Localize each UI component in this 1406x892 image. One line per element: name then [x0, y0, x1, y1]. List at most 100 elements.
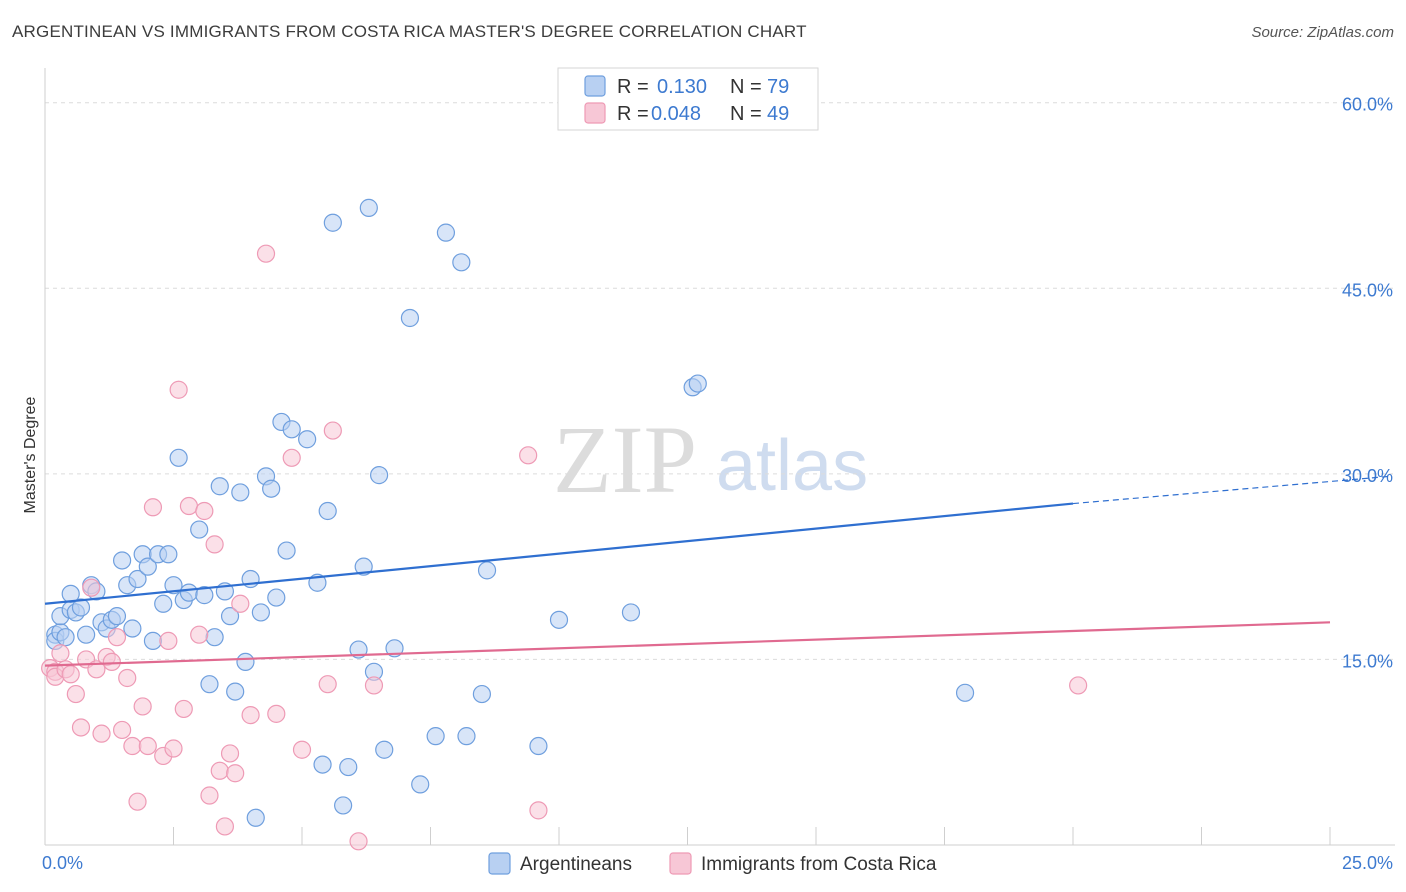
data-point — [164, 739, 183, 758]
data-point — [318, 501, 337, 521]
y-tick-label: 45.0% — [1342, 280, 1393, 300]
data-point — [1069, 676, 1088, 695]
data-point — [282, 420, 301, 439]
data-point — [277, 541, 296, 560]
series-legend: Argentineans Immigrants from Costa Rica — [488, 852, 937, 875]
data-point — [246, 808, 265, 827]
legend-swatch-costa-rica — [584, 102, 606, 124]
data-point — [472, 684, 491, 704]
data-point — [102, 652, 121, 672]
data-point — [143, 631, 163, 650]
data-point — [220, 607, 240, 626]
x-tick-label: 0.0% — [42, 853, 83, 873]
data-point — [190, 520, 209, 539]
data-point — [128, 569, 147, 589]
data-point — [169, 448, 188, 467]
data-point — [92, 724, 111, 743]
bottom-legend-swatch-costa-rica — [669, 852, 692, 875]
data-point — [400, 308, 420, 328]
data-point — [370, 466, 389, 485]
watermark-zip: ZIP — [553, 406, 697, 513]
data-point — [112, 720, 132, 740]
chart-source: Source: ZipAtlas.com — [1251, 24, 1394, 41]
data-point — [688, 374, 707, 393]
data-point — [179, 496, 199, 516]
data-point — [323, 213, 342, 232]
data-point — [71, 598, 91, 617]
bottom-legend-swatch-argentineans — [488, 852, 511, 875]
data-point — [298, 430, 317, 449]
data-point — [251, 603, 270, 622]
data-point — [154, 594, 173, 613]
data-point — [292, 740, 312, 759]
trend-line-0 — [44, 502, 1074, 605]
data-point — [323, 421, 342, 440]
data-point — [190, 625, 209, 644]
legend-n-label-0: N = — [730, 76, 762, 98]
data-point — [349, 832, 368, 851]
data-point — [169, 380, 188, 399]
data-point — [179, 583, 199, 602]
data-point — [313, 755, 332, 774]
data-point — [436, 223, 456, 242]
data-point — [107, 628, 127, 647]
y-tick-label: 60.0% — [1342, 95, 1393, 115]
data-point — [174, 699, 193, 719]
bottom-legend-label-costa-rica: Immigrants from Costa Rica — [701, 854, 937, 875]
data-point — [138, 557, 157, 576]
trend-line-extension-0 — [1072, 475, 1391, 505]
data-point — [215, 817, 234, 836]
y-axis-label: Master's Degree — [22, 396, 39, 513]
data-point — [529, 736, 548, 756]
legend-r-value-1: 0.048 — [651, 103, 701, 125]
data-point — [262, 479, 281, 498]
data-point — [123, 619, 142, 638]
data-point — [354, 557, 373, 576]
data-point — [164, 576, 183, 595]
data-point — [123, 736, 142, 756]
data-point — [200, 675, 219, 694]
legend-n-value-1: 49 — [767, 103, 789, 125]
data-point — [51, 644, 70, 663]
data-point — [339, 757, 358, 777]
chart-title: ARGENTINEAN VS IMMIGRANTS FROM COSTA RIC… — [12, 22, 807, 41]
data-point — [267, 588, 286, 607]
legend-r-value-0: 0.130 — [657, 76, 707, 98]
y-tick-label: 15.0% — [1342, 651, 1393, 671]
trend-lines — [44, 475, 1391, 667]
data-point — [411, 775, 430, 794]
axes — [44, 68, 1395, 846]
data-point — [77, 625, 96, 644]
data-point — [359, 198, 378, 217]
data-point — [349, 640, 368, 659]
data-point — [210, 761, 229, 780]
data-point — [385, 639, 404, 658]
data-point — [375, 740, 394, 759]
legend-n-value-0: 79 — [767, 76, 789, 98]
data-point — [200, 786, 219, 805]
data-point — [477, 561, 497, 580]
data-point — [118, 668, 137, 688]
bottom-legend-label-argentineans: Argentineans — [520, 854, 632, 875]
data-point — [159, 631, 178, 650]
data-point — [61, 665, 80, 684]
data-point — [529, 801, 548, 820]
series-costa-rica-points — [41, 244, 1088, 851]
legend-r-label-1: R = — [617, 103, 649, 125]
data-point — [56, 628, 75, 647]
data-point — [138, 736, 157, 756]
data-point — [457, 727, 476, 746]
legend-r-label-0: R = — [617, 76, 649, 98]
data-point — [66, 684, 85, 704]
data-point — [205, 535, 224, 554]
data-point — [231, 483, 250, 502]
data-point — [364, 676, 384, 695]
series-argentineans-points — [46, 198, 975, 827]
data-point — [236, 652, 255, 672]
data-point — [621, 603, 641, 622]
data-point — [226, 682, 245, 701]
data-point — [210, 477, 229, 496]
legend-n-label-1: N = — [730, 103, 762, 125]
data-point — [282, 448, 301, 467]
